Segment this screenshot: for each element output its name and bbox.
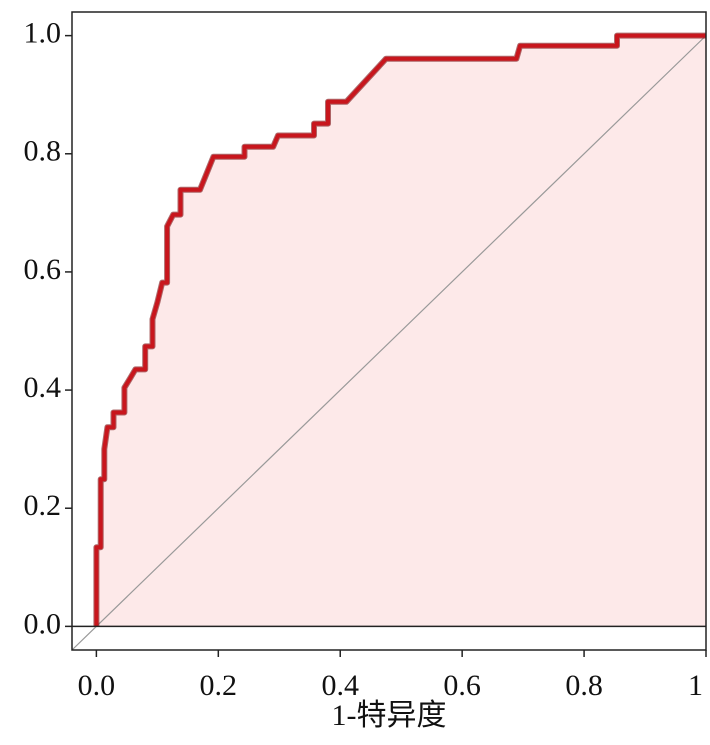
x-tick-label: 0.0 — [78, 669, 116, 702]
y-tick-label: 0.4 — [24, 371, 62, 404]
y-tick-label: 0.0 — [24, 607, 62, 640]
x-tick-label: 1 — [688, 669, 703, 702]
plot-frame — [71, 11, 707, 651]
y-tick-label: 0.2 — [24, 489, 62, 522]
x-axis-label: 1-特异度 — [332, 699, 447, 732]
x-tick-label: 0.6 — [443, 669, 481, 702]
y-tick-label: 0.8 — [24, 135, 62, 168]
x-tick-label: 0.2 — [200, 669, 238, 702]
x-tick-label: 0.8 — [565, 669, 603, 702]
y-tick-label: 1.0 — [24, 17, 62, 50]
reference-diagonal — [71, 35, 707, 651]
roc-line — [94, 33, 706, 627]
y-tick-label: 0.6 — [24, 253, 62, 286]
x-tick-label: 0.4 — [321, 669, 359, 702]
